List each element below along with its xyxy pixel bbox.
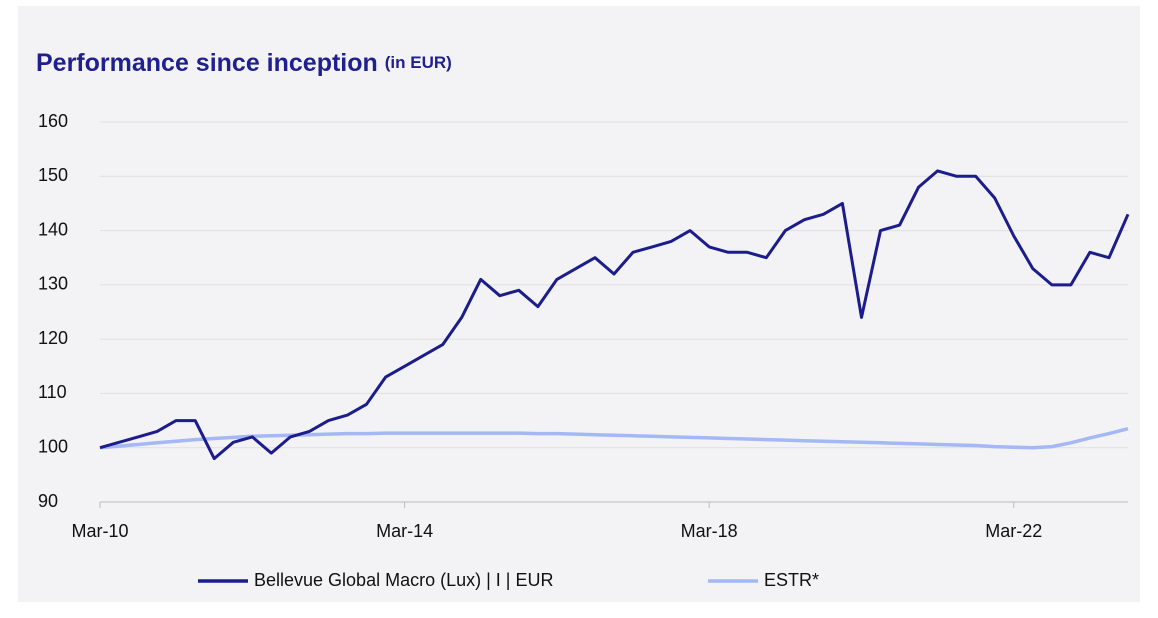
y-tick-label: 120 bbox=[38, 328, 68, 348]
x-tick-label: Mar-14 bbox=[376, 521, 433, 541]
series-line bbox=[99, 427, 1129, 450]
title-text: Performance since inception bbox=[36, 49, 378, 77]
y-tick-label: 110 bbox=[38, 382, 67, 402]
y-tick-label: 150 bbox=[38, 165, 68, 185]
legend-label: Bellevue Global Macro (Lux) | I | EUR bbox=[254, 570, 553, 590]
panel bbox=[18, 6, 1140, 602]
chart-title: Performance since inception (in EUR) bbox=[36, 49, 452, 77]
x-tick-label: Mar-22 bbox=[985, 521, 1042, 541]
y-tick-label: 160 bbox=[38, 111, 68, 131]
x-tick-label: Mar-10 bbox=[71, 521, 128, 541]
x-tick-label: Mar-18 bbox=[681, 521, 738, 541]
y-tick-label: 100 bbox=[38, 436, 68, 456]
y-tick-label: 130 bbox=[38, 274, 68, 294]
y-tick-label: 140 bbox=[38, 219, 68, 239]
series-line bbox=[99, 169, 1130, 461]
y-tick-label: 90 bbox=[38, 491, 58, 511]
legend-label: ESTR* bbox=[764, 570, 819, 590]
subtitle: (in EUR) bbox=[385, 53, 452, 72]
